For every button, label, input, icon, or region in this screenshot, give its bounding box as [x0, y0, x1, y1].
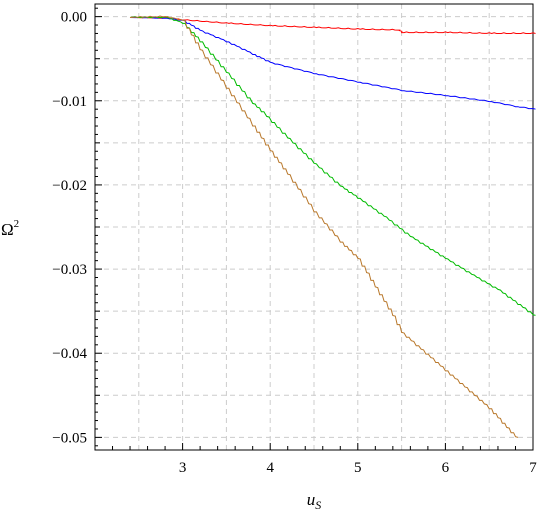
- series-group: [129, 15, 536, 438]
- y-tick-label: −0.04: [52, 346, 87, 362]
- y-tick-label: 0.00: [61, 10, 87, 26]
- series-line-1: [129, 16, 536, 35]
- x-tick-label: 6: [442, 460, 450, 476]
- y-tick-label: −0.03: [52, 262, 87, 278]
- y-tick-label: −0.02: [52, 178, 87, 194]
- x-axis-label-main: u: [307, 490, 316, 509]
- x-axis-label-subscript: S: [315, 498, 321, 512]
- grid-lines: [95, 4, 533, 450]
- ticks-group: [94, 7, 534, 450]
- series-line-3: [129, 16, 536, 316]
- x-tick-label: 7: [529, 460, 537, 476]
- y-tick-label: −0.01: [52, 94, 87, 110]
- y-axis-label-superscript: 2: [14, 218, 20, 230]
- x-tick-label: 5: [354, 460, 362, 476]
- y-axis-label: Ω2: [1, 218, 19, 239]
- x-tick-label: 4: [266, 460, 274, 476]
- x-tick-label: 3: [179, 460, 187, 476]
- series-line-2: [129, 16, 536, 110]
- y-tick-label: −0.05: [52, 430, 87, 446]
- tick-labels-group: 3 4 5 6 7 0.00 −0.01 −0.02 −0.03 −0.04 −0.05: [52, 10, 537, 476]
- y-axis-label-main: Ω: [1, 220, 14, 239]
- series-line-4: [129, 15, 519, 438]
- x-axis-label: uS: [307, 490, 322, 512]
